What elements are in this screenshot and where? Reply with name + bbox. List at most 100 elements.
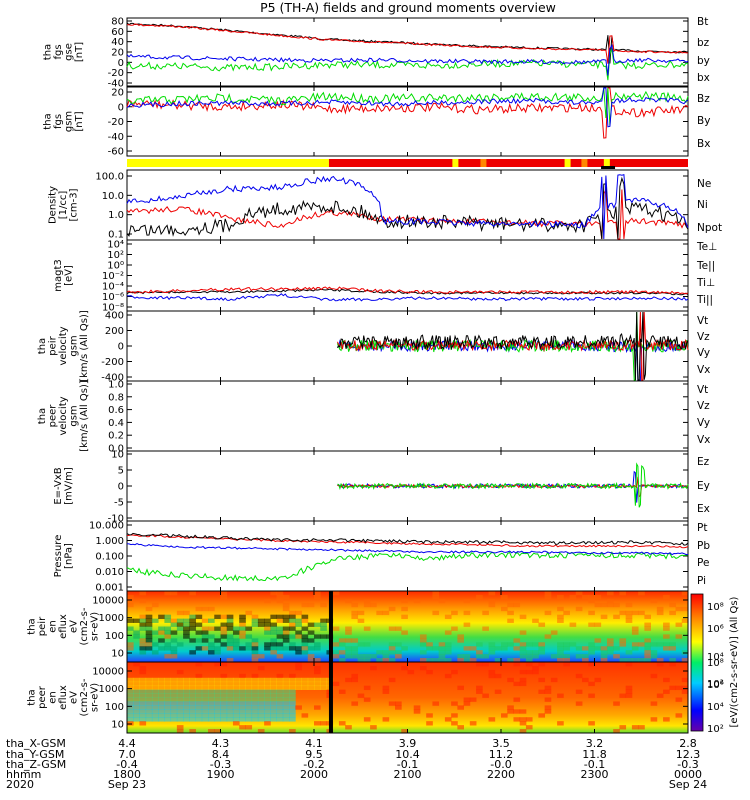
ytick-label: 0: [118, 482, 124, 493]
spectrogram-cell: [245, 681, 253, 687]
spectrogram-cell: [419, 658, 427, 663]
spectrogram-cell: [245, 634, 253, 639]
spectrogram-cell: [214, 729, 221, 734]
spectrogram-cell: [176, 618, 184, 623]
spectrogram-cell: [164, 626, 172, 631]
spectrogram-cell: [451, 610, 458, 616]
spectrogram-cell: [338, 642, 346, 647]
spectrogram-cell: [525, 642, 533, 647]
ylabel-line: [km/s (All Qs)]: [79, 310, 90, 382]
spectrogram-cell: [638, 610, 645, 616]
spectrogram-cell: [314, 622, 321, 627]
spectrogram-cell: [675, 685, 683, 691]
spectrogram-cell: [301, 626, 309, 631]
spectrogram-cell: [176, 725, 184, 730]
spectrogram-cell: [220, 681, 228, 687]
spectrogram-cell: [289, 709, 296, 714]
spectrogram-cell: [582, 646, 589, 651]
ytick-label: 10⁻⁸: [102, 303, 124, 314]
spectrogram-cell: [314, 646, 321, 651]
spectrogram-cell: [164, 677, 172, 683]
spectrogram-cell: [201, 693, 209, 698]
spectrogram-cell: [494, 646, 502, 651]
spectrogram-cell: [301, 614, 309, 620]
spectrogram-cell: [176, 693, 184, 698]
spectrogram-cell: [214, 693, 221, 698]
spectrogram-cell: [569, 642, 577, 647]
spectrogram-cell: [345, 677, 352, 683]
spectrogram-cell: [544, 634, 552, 639]
spectrogram-cell: [176, 622, 184, 627]
ylabel-line: gsm: [69, 335, 80, 356]
legend-Bz: Bz: [697, 93, 710, 105]
spectrogram-cell: [606, 650, 614, 655]
series-fgs-gsm-By: [126, 87, 689, 126]
spectrogram-cell: [145, 709, 153, 714]
spectrogram-cell: [195, 693, 203, 698]
region-bar-gap: [480, 159, 487, 167]
spectrogram-cell: [214, 717, 221, 722]
spectrogram-cell: [239, 634, 246, 639]
spectrogram-cell: [494, 689, 502, 694]
spectrogram-cell: [239, 630, 246, 635]
spectrogram-cell: [295, 630, 302, 635]
spectrogram-cell: [264, 618, 271, 623]
ytick-label: 0.100: [95, 552, 124, 563]
spectrogram-cell: [226, 709, 234, 714]
ephem-row-label: tha_Z-GSM: [6, 758, 66, 771]
spectrogram-cell: [538, 622, 546, 627]
spectrogram-cell: [257, 701, 265, 706]
spectrogram-cell: [232, 705, 240, 710]
spectrogram-cell: [145, 638, 153, 643]
ephem-value: 4.4: [118, 737, 136, 750]
spectrogram-cell: [282, 646, 290, 651]
spectrogram-gap: [328, 662, 333, 733]
spectrogram-cell: [176, 729, 184, 734]
ytick-label: 100: [105, 702, 124, 713]
spectrogram-cell: [451, 721, 458, 726]
spectrogram-cell: [164, 717, 172, 722]
spectrogram-cell: [563, 654, 570, 659]
spectrogram-cell: [282, 701, 290, 706]
ylabel-line: [km/s (All Qs)]: [79, 380, 90, 452]
spectrogram-cell: [295, 622, 302, 627]
spectrogram-cell: [232, 677, 240, 683]
spectrogram-cell: [257, 713, 265, 718]
spectrogram-cell: [264, 630, 271, 635]
spectrogram-cell: [276, 693, 284, 698]
spectrogram-cell: [133, 689, 140, 694]
panel-5-ylabel: tha peir velocity gsm [km/s (All Qs)]: [37, 310, 90, 382]
spectrogram-cell: [239, 626, 246, 631]
spectrogram-cell: [469, 697, 477, 702]
spectrogram-cell: [613, 729, 620, 734]
spectrogram-cell: [239, 709, 246, 714]
spectrogram-cell: [338, 638, 346, 643]
spectrogram-cell: [644, 642, 651, 647]
ephem-value: -0.2: [303, 758, 324, 771]
spectrogram-cell: [550, 677, 558, 683]
spectrogram-cell: [251, 650, 259, 655]
spectrogram-cell: [519, 717, 527, 722]
ylabel-line: tha: [37, 338, 48, 354]
spectrogram-cell: [270, 650, 277, 655]
spectrogram-cell: [220, 677, 228, 683]
spectrogram-cell: [507, 677, 514, 683]
spectrogram-cell: [214, 681, 221, 687]
spectrogram-cell: [351, 677, 359, 683]
spectrogram-cell: [320, 681, 327, 687]
spectrogram-cell: [245, 677, 253, 683]
spectrogram-cell: [669, 646, 676, 651]
spectrogram-cell: [151, 689, 159, 694]
spectrogram-cell: [451, 713, 458, 718]
spectrogram-cell: [663, 626, 670, 631]
spectrogram-cell: [127, 717, 134, 722]
spectrogram-cell: [220, 705, 228, 710]
spectrogram-cell: [575, 689, 583, 694]
ylabel-line: [nT]: [74, 42, 85, 62]
spectrogram-cell: [220, 662, 228, 667]
spectrogram-cell: [276, 681, 284, 687]
spectrogram-cell: [232, 681, 240, 687]
spectrogram-cell: [320, 677, 327, 683]
spectrogram-cell: [164, 618, 172, 623]
